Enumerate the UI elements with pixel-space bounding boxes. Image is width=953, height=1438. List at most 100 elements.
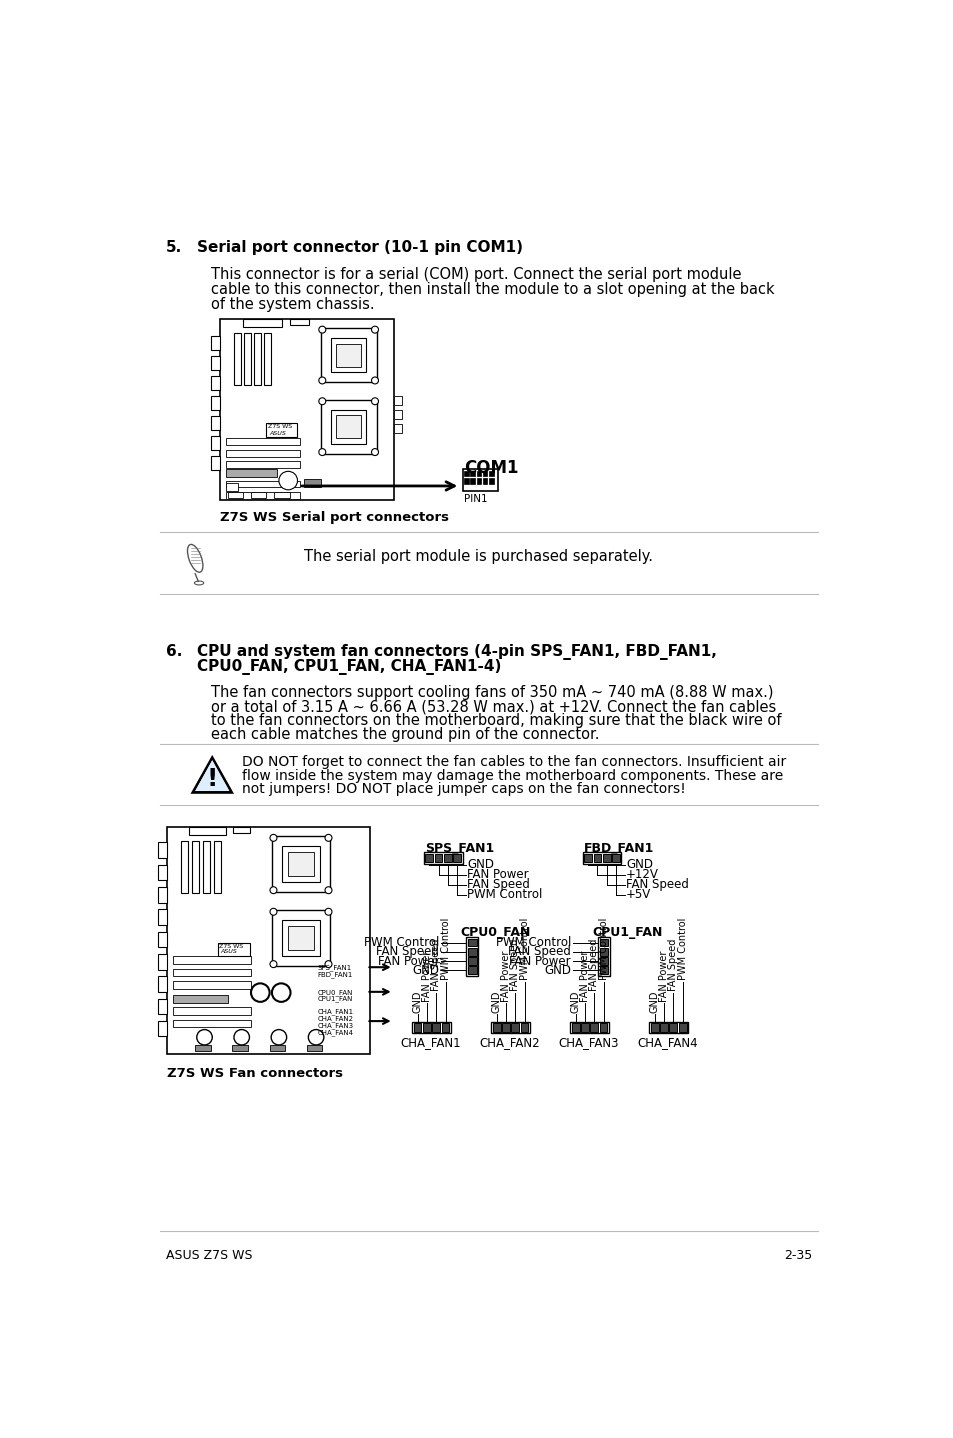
Bar — [303, 479, 320, 486]
Text: 6.: 6. — [166, 644, 182, 659]
Text: Z7S WS: Z7S WS — [219, 945, 243, 949]
Bar — [282, 847, 319, 881]
Bar — [158, 953, 167, 969]
Bar — [443, 854, 452, 863]
Bar — [468, 966, 476, 974]
Bar — [173, 969, 251, 976]
Bar — [195, 1045, 211, 1051]
Bar — [432, 1024, 439, 1032]
Bar — [320, 328, 376, 383]
Circle shape — [371, 449, 378, 456]
Bar — [679, 1024, 686, 1032]
Bar — [669, 1024, 677, 1032]
Bar — [266, 423, 297, 437]
Bar — [264, 332, 271, 385]
Bar — [270, 1045, 285, 1051]
Bar — [335, 344, 360, 367]
Circle shape — [308, 1030, 323, 1045]
Bar — [226, 492, 299, 499]
Text: PWM Control: PWM Control — [519, 917, 529, 981]
Bar — [211, 336, 220, 349]
Bar — [599, 966, 608, 974]
Bar — [462, 469, 497, 490]
Text: GND: GND — [625, 858, 653, 871]
Bar — [173, 956, 251, 963]
Text: FAN Speed: FAN Speed — [467, 879, 530, 892]
Bar — [173, 981, 251, 989]
Ellipse shape — [188, 545, 203, 572]
Text: FAN Power: FAN Power — [421, 951, 432, 1002]
Bar — [158, 887, 167, 903]
Bar — [599, 939, 608, 946]
Text: PWM Control: PWM Control — [363, 936, 439, 949]
Bar — [414, 1024, 421, 1032]
Bar — [282, 920, 319, 956]
Bar — [331, 338, 366, 372]
Text: GND: GND — [543, 963, 571, 976]
Bar — [599, 948, 608, 956]
Bar — [288, 926, 314, 951]
Text: GND: GND — [570, 991, 580, 1012]
Bar — [211, 395, 220, 410]
Circle shape — [270, 887, 276, 893]
Text: CHA_FAN2: CHA_FAN2 — [317, 1015, 354, 1021]
Bar — [288, 851, 314, 876]
Bar — [189, 827, 226, 835]
Bar — [649, 1022, 687, 1034]
Bar — [394, 395, 402, 406]
Text: PWM Control: PWM Control — [467, 889, 542, 902]
Bar — [158, 843, 167, 858]
Text: !: ! — [207, 766, 217, 791]
Circle shape — [371, 398, 378, 404]
Circle shape — [271, 1030, 286, 1045]
Text: +5V: +5V — [625, 889, 651, 902]
Text: PWM Control: PWM Control — [496, 936, 571, 949]
Bar — [394, 424, 402, 433]
Text: CHA_FAN2: CHA_FAN2 — [479, 1035, 539, 1048]
Bar — [470, 479, 475, 483]
Text: 5.: 5. — [166, 240, 182, 256]
Bar — [228, 492, 243, 499]
Text: cable to this connector, then install the module to a slot opening at the back: cable to this connector, then install th… — [211, 282, 774, 296]
Bar — [335, 416, 360, 439]
Text: 2-35: 2-35 — [783, 1250, 811, 1263]
Bar — [599, 1024, 607, 1032]
Text: Z7S WS: Z7S WS — [268, 424, 292, 430]
Bar — [464, 479, 468, 483]
Text: SPS_FAN1: SPS_FAN1 — [317, 963, 352, 971]
Bar — [158, 999, 167, 1014]
Text: ASUS Z7S WS: ASUS Z7S WS — [166, 1250, 252, 1263]
Text: PWM Control: PWM Control — [677, 917, 687, 981]
Text: The serial port module is purchased separately.: The serial port module is purchased sepa… — [303, 549, 652, 564]
Text: CPU0_FAN, CPU1_FAN, CHA_FAN1-4): CPU0_FAN, CPU1_FAN, CHA_FAN1-4) — [196, 659, 500, 676]
Ellipse shape — [194, 581, 204, 585]
Bar — [173, 1007, 251, 1015]
Text: CPU0_FAN: CPU0_FAN — [317, 989, 353, 995]
Bar — [158, 864, 167, 880]
Bar — [167, 827, 370, 1054]
Text: FAN Speed: FAN Speed — [510, 939, 519, 991]
Bar — [244, 332, 251, 385]
Text: FAN Power: FAN Power — [377, 955, 439, 968]
Text: SPS_FAN1: SPS_FAN1 — [425, 841, 494, 854]
Text: CHA_FAN4: CHA_FAN4 — [637, 1035, 698, 1048]
Bar — [331, 410, 366, 443]
Bar — [599, 958, 608, 965]
Bar — [226, 439, 299, 446]
Text: This connector is for a serial (COM) port. Connect the serial port module: This connector is for a serial (COM) por… — [211, 266, 740, 282]
Bar — [211, 375, 220, 390]
Bar — [226, 450, 299, 457]
Text: FAN Power: FAN Power — [500, 951, 511, 1002]
Text: Z7S WS Fan connectors: Z7S WS Fan connectors — [167, 1067, 343, 1080]
Bar — [520, 1024, 528, 1032]
Text: FBD_FAN1: FBD_FAN1 — [583, 841, 654, 854]
Circle shape — [196, 1030, 212, 1045]
Bar — [612, 854, 619, 863]
Circle shape — [318, 398, 325, 404]
Bar — [593, 854, 600, 863]
Text: COM1: COM1 — [464, 459, 518, 477]
Bar — [233, 332, 241, 385]
Circle shape — [325, 834, 332, 841]
Bar — [211, 416, 220, 430]
Polygon shape — [195, 761, 229, 791]
